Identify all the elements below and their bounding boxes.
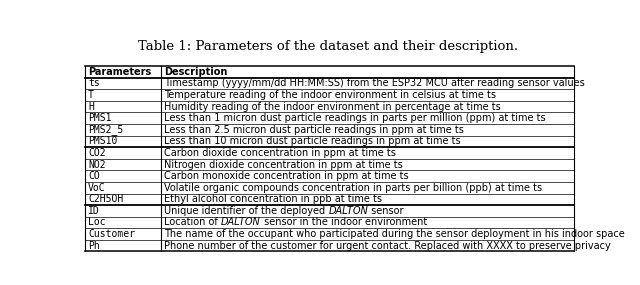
Text: Ph: Ph	[88, 241, 100, 251]
Text: Carbon monoxide concentration in ppm at time ts: Carbon monoxide concentration in ppm at …	[164, 171, 409, 181]
Text: sensor in the indoor environment: sensor in the indoor environment	[260, 217, 427, 227]
Text: Customer: Customer	[88, 229, 135, 239]
Text: ts: ts	[88, 78, 100, 88]
Text: DALTON: DALTON	[221, 217, 260, 227]
Text: CO: CO	[88, 171, 100, 181]
Text: T: T	[88, 90, 94, 100]
Text: Carbon dioxide concentration in ppm at time ts: Carbon dioxide concentration in ppm at t…	[164, 148, 396, 158]
Text: Loc: Loc	[88, 217, 106, 227]
Text: Nitrogen dioxide concentration in ppm at time ts: Nitrogen dioxide concentration in ppm at…	[164, 160, 403, 170]
Text: Location of: Location of	[164, 217, 221, 227]
Text: Less than 10 micron dust particle readings in ppm at time ts: Less than 10 micron dust particle readin…	[164, 136, 461, 146]
Text: NO2: NO2	[88, 160, 106, 170]
Text: Ethyl alcohol concentration in ppb at time ts: Ethyl alcohol concentration in ppb at ti…	[164, 194, 382, 204]
Text: VoC: VoC	[88, 183, 106, 193]
Text: Humidity reading of the indoor environment in percentage at time ts: Humidity reading of the indoor environme…	[164, 101, 501, 112]
Text: Unique identifier of the deployed: Unique identifier of the deployed	[164, 206, 328, 216]
Text: sensor: sensor	[368, 206, 404, 216]
Text: PMS10: PMS10	[88, 136, 117, 146]
Text: H: H	[88, 101, 94, 112]
Text: Less than 1 micron dust particle readings in parts per million (ppm) at time ts: Less than 1 micron dust particle reading…	[164, 113, 546, 123]
Text: PMS1: PMS1	[88, 113, 111, 123]
Text: CO2: CO2	[88, 148, 106, 158]
Text: Phone number of the customer for urgent contact. Replaced with XXXX to preserve : Phone number of the customer for urgent …	[164, 241, 611, 251]
Text: C2H5OH: C2H5OH	[88, 194, 123, 204]
Text: PMS2_5: PMS2_5	[88, 124, 123, 135]
Text: Description: Description	[164, 67, 228, 77]
Text: ID: ID	[88, 206, 100, 216]
Text: The name of the occupant who participated during the sensor deployment in his in: The name of the occupant who participate…	[164, 229, 625, 239]
Text: Timestamp (yyyy/mm/dd HH:MM:SS) from the ESP32 MCU after reading sensor values: Timestamp (yyyy/mm/dd HH:MM:SS) from the…	[164, 78, 585, 88]
Text: Parameters: Parameters	[88, 67, 151, 77]
Text: Table 1: Parameters of the dataset and their description.: Table 1: Parameters of the dataset and t…	[138, 40, 518, 53]
Text: Volatile organic compounds concentration in parts per billion (ppb) at time ts: Volatile organic compounds concentration…	[164, 183, 542, 193]
Text: Temperature reading of the indoor environment in celsius at time ts: Temperature reading of the indoor enviro…	[164, 90, 496, 100]
Text: DALTON: DALTON	[328, 206, 368, 216]
Text: Less than 2.5 micron dust particle readings in ppm at time ts: Less than 2.5 micron dust particle readi…	[164, 125, 464, 135]
